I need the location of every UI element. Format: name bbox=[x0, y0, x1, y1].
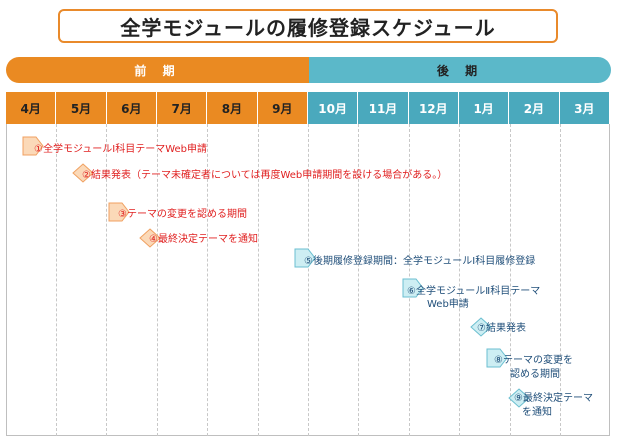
pentagon-arrow-icon bbox=[22, 136, 44, 156]
month-september: 9月 bbox=[257, 92, 308, 124]
grid-line bbox=[157, 124, 158, 436]
event-text: 最終決定テーマを通知 bbox=[157, 234, 258, 245]
event-number: ③ bbox=[118, 209, 127, 220]
grid-line bbox=[560, 124, 561, 436]
month-december: 12月 bbox=[408, 92, 459, 124]
pentagon-arrow-icon bbox=[486, 348, 508, 368]
grid-line bbox=[358, 124, 359, 436]
event-number: ④ bbox=[149, 234, 158, 245]
grid-line bbox=[106, 124, 107, 436]
month-january: 1月 bbox=[458, 92, 510, 124]
event-text: 全学モジュールⅠ科目テーマWeb申請 bbox=[42, 144, 208, 155]
first-semester-header: 前 期 bbox=[6, 57, 309, 83]
diamond-icon bbox=[139, 228, 161, 248]
month-april: 4月 bbox=[6, 92, 57, 124]
event-text: 結果発表（テーマ未確定者については再度Web申請期間を設ける場合がある。） bbox=[90, 170, 448, 181]
event-text: 結果発表 bbox=[485, 323, 526, 334]
grid-line bbox=[258, 124, 259, 436]
event-3: ③テーマの変更を認める期間 bbox=[118, 208, 247, 221]
grid-line bbox=[308, 124, 309, 436]
month-october: 10月 bbox=[307, 92, 359, 124]
event-7: ⑦結果発表 bbox=[477, 322, 526, 335]
pentagon-arrow-icon bbox=[402, 278, 424, 298]
month-june: 6月 bbox=[106, 92, 157, 124]
month-header-row: 4月 5月 6月 7月 8月 9月 10月 11月 12月 1月 2月 3月 bbox=[6, 92, 610, 124]
month-march: 3月 bbox=[559, 92, 610, 124]
event-number: ② bbox=[82, 170, 91, 181]
month-july: 7月 bbox=[156, 92, 208, 124]
event-text: 後期履修登録期間：全学モジュールⅠ科目履修登録 bbox=[312, 256, 536, 267]
diamond-icon bbox=[508, 388, 530, 408]
event-8: ⑧テーマの変更を bbox=[494, 354, 573, 367]
grid-line bbox=[207, 124, 208, 436]
event-9-line-2: を通知 bbox=[522, 407, 552, 418]
pentagon-arrow-icon bbox=[108, 202, 130, 222]
event-number: ⑨ bbox=[514, 393, 523, 404]
month-november: 11月 bbox=[358, 92, 409, 124]
page-title: 全学モジュールの履修登録スケジュール bbox=[58, 9, 558, 43]
event-number: ① bbox=[34, 144, 43, 155]
event-4: ④最終決定テーマを通知 bbox=[149, 233, 258, 246]
event-9: ⑨最終決定テーマ bbox=[514, 392, 593, 405]
event-text: テーマの変更を認める期間 bbox=[126, 209, 247, 220]
grid-line bbox=[459, 124, 460, 436]
second-semester-header: 後 期 bbox=[309, 57, 611, 83]
grid-line bbox=[510, 124, 511, 436]
month-february: 2月 bbox=[509, 92, 560, 124]
event-text: テーマの変更を bbox=[502, 355, 573, 366]
event-8-line-2: 認める期間 bbox=[510, 369, 560, 380]
diamond-icon bbox=[72, 163, 94, 183]
month-august: 8月 bbox=[207, 92, 258, 124]
event-6: ⑥全学モジュールⅡ科目テーマ bbox=[407, 285, 540, 298]
grid-line bbox=[56, 124, 57, 436]
diamond-icon bbox=[470, 317, 492, 337]
event-5: ⑤後期履修登録期間：全学モジュールⅠ科目履修登録 bbox=[304, 255, 535, 268]
pentagon-arrow-icon bbox=[294, 248, 316, 268]
event-number: ⑦ bbox=[477, 323, 486, 334]
event-1: ①全学モジュールⅠ科目テーマWeb申請 bbox=[34, 143, 207, 156]
event-6-line-2: Web申請 bbox=[427, 299, 469, 310]
event-number: ⑥ bbox=[407, 286, 416, 297]
month-may: 5月 bbox=[56, 92, 107, 124]
event-text: 全学モジュールⅡ科目テーマ bbox=[415, 286, 541, 297]
event-text: 最終決定テーマ bbox=[522, 393, 593, 404]
event-number: ⑤ bbox=[304, 256, 313, 267]
event-number: ⑧ bbox=[494, 355, 503, 366]
event-2: ②結果発表（テーマ未確定者については再度Web申請期間を設ける場合がある。） bbox=[82, 169, 447, 182]
